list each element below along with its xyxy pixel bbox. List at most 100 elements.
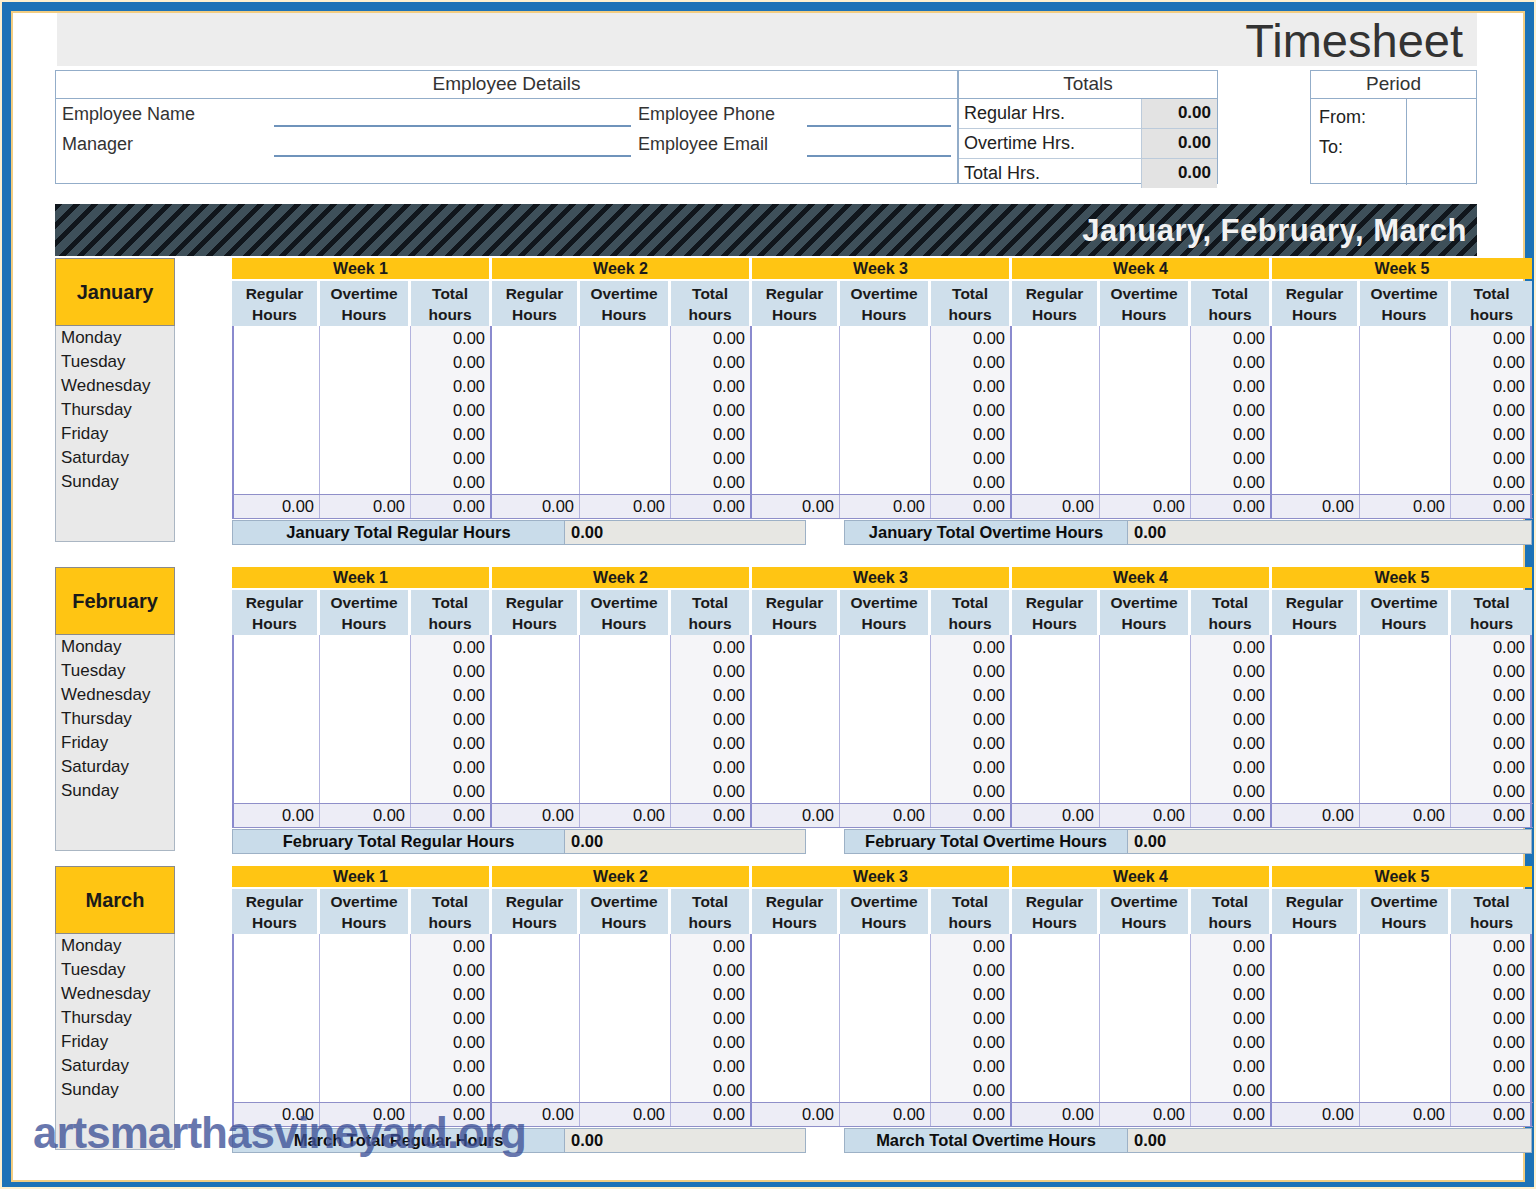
regular-hours-input-cell[interactable] bbox=[1012, 683, 1100, 707]
overtime-hours-input-cell[interactable] bbox=[1100, 779, 1191, 803]
regular-hours-input-cell[interactable] bbox=[752, 958, 840, 982]
regular-hours-input-cell[interactable] bbox=[1272, 1054, 1360, 1078]
overtime-hours-input-cell[interactable] bbox=[1360, 958, 1451, 982]
regular-hours-input-cell[interactable] bbox=[1272, 1006, 1360, 1030]
overtime-hours-input-cell[interactable] bbox=[320, 635, 411, 659]
overtime-hours-input-cell[interactable] bbox=[1360, 446, 1451, 470]
overtime-hours-input-cell[interactable] bbox=[1360, 326, 1451, 350]
overtime-hours-input-cell[interactable] bbox=[1360, 659, 1451, 683]
overtime-hours-input-cell[interactable] bbox=[580, 779, 671, 803]
overtime-hours-input-cell[interactable] bbox=[1100, 1054, 1191, 1078]
overtime-hours-input-cell[interactable] bbox=[1360, 982, 1451, 1006]
manager-field[interactable] bbox=[274, 133, 631, 157]
overtime-hours-input-cell[interactable] bbox=[320, 374, 411, 398]
regular-hours-input-cell[interactable] bbox=[232, 635, 320, 659]
overtime-hours-input-cell[interactable] bbox=[320, 707, 411, 731]
regular-hours-input-cell[interactable] bbox=[1012, 635, 1100, 659]
regular-hours-input-cell[interactable] bbox=[752, 446, 840, 470]
regular-hours-input-cell[interactable] bbox=[232, 1006, 320, 1030]
overtime-hours-input-cell[interactable] bbox=[1360, 374, 1451, 398]
overtime-hours-input-cell[interactable] bbox=[1360, 755, 1451, 779]
overtime-hours-input-cell[interactable] bbox=[840, 707, 931, 731]
overtime-hours-input-cell[interactable] bbox=[320, 958, 411, 982]
overtime-hours-input-cell[interactable] bbox=[840, 374, 931, 398]
regular-hours-input-cell[interactable] bbox=[1272, 635, 1360, 659]
overtime-hours-input-cell[interactable] bbox=[320, 398, 411, 422]
overtime-hours-input-cell[interactable] bbox=[1100, 755, 1191, 779]
overtime-hours-input-cell[interactable] bbox=[840, 755, 931, 779]
regular-hours-input-cell[interactable] bbox=[1012, 1078, 1100, 1102]
regular-hours-input-cell[interactable] bbox=[1012, 326, 1100, 350]
overtime-hours-input-cell[interactable] bbox=[1100, 470, 1191, 494]
overtime-hours-input-cell[interactable] bbox=[1100, 326, 1191, 350]
overtime-hours-input-cell[interactable] bbox=[1360, 683, 1451, 707]
overtime-hours-input-cell[interactable] bbox=[840, 350, 931, 374]
regular-hours-input-cell[interactable] bbox=[492, 683, 580, 707]
overtime-hours-input-cell[interactable] bbox=[320, 683, 411, 707]
regular-hours-input-cell[interactable] bbox=[232, 731, 320, 755]
regular-hours-input-cell[interactable] bbox=[492, 1030, 580, 1054]
overtime-hours-input-cell[interactable] bbox=[1100, 707, 1191, 731]
overtime-hours-input-cell[interactable] bbox=[1360, 470, 1451, 494]
regular-hours-input-cell[interactable] bbox=[1272, 1078, 1360, 1102]
overtime-hours-input-cell[interactable] bbox=[580, 982, 671, 1006]
regular-hours-input-cell[interactable] bbox=[1272, 398, 1360, 422]
regular-hours-input-cell[interactable] bbox=[232, 755, 320, 779]
overtime-hours-input-cell[interactable] bbox=[320, 1006, 411, 1030]
overtime-hours-input-cell[interactable] bbox=[840, 659, 931, 683]
overtime-hours-input-cell[interactable] bbox=[580, 934, 671, 958]
overtime-hours-input-cell[interactable] bbox=[1360, 934, 1451, 958]
regular-hours-input-cell[interactable] bbox=[752, 779, 840, 803]
overtime-hours-input-cell[interactable] bbox=[320, 1030, 411, 1054]
regular-hours-input-cell[interactable] bbox=[1272, 958, 1360, 982]
overtime-hours-input-cell[interactable] bbox=[1360, 635, 1451, 659]
overtime-hours-input-cell[interactable] bbox=[840, 982, 931, 1006]
regular-hours-input-cell[interactable] bbox=[232, 707, 320, 731]
regular-hours-input-cell[interactable] bbox=[232, 422, 320, 446]
regular-hours-input-cell[interactable] bbox=[752, 1054, 840, 1078]
overtime-hours-input-cell[interactable] bbox=[580, 422, 671, 446]
employee-phone-field[interactable] bbox=[807, 103, 951, 127]
overtime-hours-input-cell[interactable] bbox=[840, 1078, 931, 1102]
overtime-hours-input-cell[interactable] bbox=[1100, 982, 1191, 1006]
overtime-hours-input-cell[interactable] bbox=[320, 1054, 411, 1078]
regular-hours-input-cell[interactable] bbox=[232, 326, 320, 350]
regular-hours-input-cell[interactable] bbox=[1012, 707, 1100, 731]
regular-hours-input-cell[interactable] bbox=[232, 1054, 320, 1078]
overtime-hours-input-cell[interactable] bbox=[580, 683, 671, 707]
regular-hours-input-cell[interactable] bbox=[1272, 326, 1360, 350]
regular-hours-input-cell[interactable] bbox=[232, 1078, 320, 1102]
regular-hours-input-cell[interactable] bbox=[232, 446, 320, 470]
regular-hours-input-cell[interactable] bbox=[1272, 350, 1360, 374]
overtime-hours-input-cell[interactable] bbox=[580, 1078, 671, 1102]
overtime-hours-input-cell[interactable] bbox=[320, 731, 411, 755]
overtime-hours-input-cell[interactable] bbox=[1360, 422, 1451, 446]
regular-hours-input-cell[interactable] bbox=[492, 659, 580, 683]
regular-hours-input-cell[interactable] bbox=[1012, 446, 1100, 470]
overtime-hours-input-cell[interactable] bbox=[580, 326, 671, 350]
regular-hours-input-cell[interactable] bbox=[1012, 755, 1100, 779]
regular-hours-input-cell[interactable] bbox=[1272, 934, 1360, 958]
overtime-hours-input-cell[interactable] bbox=[320, 755, 411, 779]
overtime-hours-input-cell[interactable] bbox=[840, 731, 931, 755]
regular-hours-input-cell[interactable] bbox=[1012, 350, 1100, 374]
overtime-hours-input-cell[interactable] bbox=[840, 683, 931, 707]
regular-hours-input-cell[interactable] bbox=[1012, 731, 1100, 755]
regular-hours-input-cell[interactable] bbox=[1012, 374, 1100, 398]
overtime-hours-input-cell[interactable] bbox=[580, 635, 671, 659]
regular-hours-input-cell[interactable] bbox=[1272, 659, 1360, 683]
overtime-hours-input-cell[interactable] bbox=[1360, 707, 1451, 731]
regular-hours-input-cell[interactable] bbox=[232, 659, 320, 683]
overtime-hours-input-cell[interactable] bbox=[580, 755, 671, 779]
regular-hours-input-cell[interactable] bbox=[752, 635, 840, 659]
regular-hours-input-cell[interactable] bbox=[752, 398, 840, 422]
regular-hours-input-cell[interactable] bbox=[1272, 683, 1360, 707]
regular-hours-input-cell[interactable] bbox=[1012, 982, 1100, 1006]
overtime-hours-input-cell[interactable] bbox=[840, 635, 931, 659]
overtime-hours-input-cell[interactable] bbox=[840, 446, 931, 470]
regular-hours-input-cell[interactable] bbox=[492, 1078, 580, 1102]
regular-hours-input-cell[interactable] bbox=[1012, 422, 1100, 446]
regular-hours-input-cell[interactable] bbox=[752, 982, 840, 1006]
overtime-hours-input-cell[interactable] bbox=[580, 731, 671, 755]
overtime-hours-input-cell[interactable] bbox=[1100, 374, 1191, 398]
